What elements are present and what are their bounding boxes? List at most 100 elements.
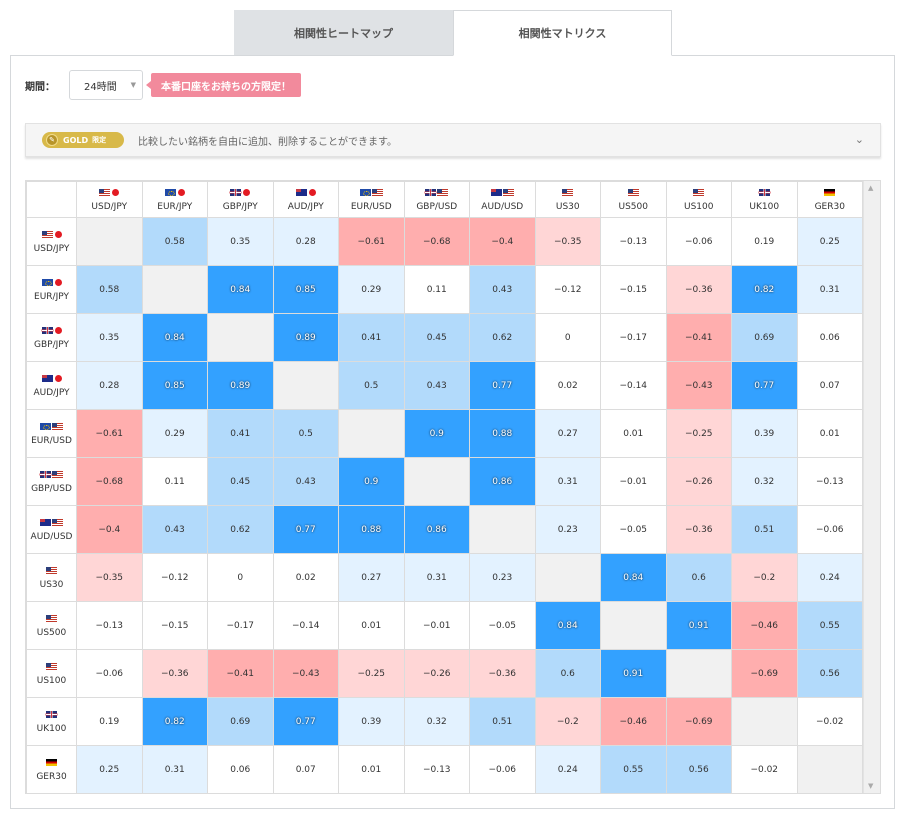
correlation-cell: 0.58 — [141, 217, 208, 266]
correlation-cell: −0.14 — [600, 361, 667, 410]
promo-badge[interactable]: 本番口座をお持ちの方限定！ — [146, 73, 301, 97]
gold-feature-bar[interactable]: ✎ GOLD 限定 比較したい銘柄を自由に追加、削除することができます。 ⌄ — [25, 123, 881, 157]
matrix-panel: 期間： 24時間 ▼ 本番口座をお持ちの方限定！ ✎ GOLD 限定 比較したい… — [10, 55, 895, 809]
diagonal-cell — [272, 361, 339, 410]
correlation-cell: 0.51 — [731, 505, 798, 554]
matrix-row: EUR/USD −0.61 0.29 0.41 0.5 0.9 0.88 0.27 0.01 −0… — [26, 409, 863, 458]
correlation-cell: 0.01 — [796, 409, 863, 458]
correlation-cell: 0.56 — [796, 649, 863, 698]
correlation-cell: −0.05 — [469, 601, 536, 650]
correlation-cell: 0.19 — [731, 217, 798, 266]
row-header-label: US100 — [36, 675, 67, 686]
correlation-cell: 0.23 — [534, 505, 601, 554]
flag-us-icon — [52, 471, 63, 478]
correlation-cell: −0.26 — [403, 649, 470, 698]
correlation-cell: 0.29 — [338, 265, 405, 314]
row-header-label: USD/JPY — [33, 243, 70, 254]
correlation-cell: 0.85 — [141, 361, 208, 410]
flag-group — [824, 188, 836, 198]
flag-group — [46, 662, 57, 672]
flag-au-icon — [490, 189, 502, 196]
correlation-cell: 0.84 — [207, 265, 274, 314]
row-header-label: UK100 — [36, 723, 67, 734]
correlation-cell: 0.88 — [338, 505, 405, 554]
correlation-cell: 0.45 — [207, 457, 274, 506]
flag-us-icon — [562, 189, 574, 196]
correlation-cell: 0.6 — [665, 553, 732, 602]
correlation-cell: 0.6 — [534, 649, 601, 698]
gold-coin-icon: ✎ — [46, 134, 58, 146]
flag-de-icon — [46, 759, 57, 766]
correlation-cell: 0.39 — [731, 409, 798, 458]
scroll-up-icon[interactable]: ▲ — [868, 184, 874, 192]
correlation-cell: 0.01 — [338, 601, 405, 650]
scroll-down-icon[interactable]: ▼ — [868, 782, 874, 790]
correlation-cell: −0.13 — [403, 745, 470, 793]
flag-group — [40, 518, 63, 528]
vertical-scrollbar[interactable]: ▲ ▼ — [863, 181, 880, 793]
column-header-label: GBP/JPY — [222, 201, 258, 212]
correlation-cell: 0.77 — [272, 697, 339, 746]
correlation-cell: 0.35 — [207, 217, 274, 266]
tab-correlation-heatmap[interactable]: 相関性ヒートマップ — [234, 10, 453, 55]
column-header: US30 — [534, 181, 601, 218]
correlation-cell: 0.43 — [141, 505, 208, 554]
tab-correlation-matrix[interactable]: 相関性マトリクス — [453, 10, 672, 56]
column-header: UK100 — [731, 181, 798, 218]
correlation-cell: 0.39 — [338, 697, 405, 746]
correlation-cell: 0.41 — [338, 313, 405, 362]
diagonal-cell — [600, 601, 667, 650]
matrix-body: USD/JPY 0.58 0.35 0.28 −0.61 −0.68 −0.4 −0.35 −0… — [26, 217, 863, 793]
row-header-label: AUD/JPY — [33, 387, 70, 398]
correlation-cell: −0.17 — [207, 601, 274, 650]
correlation-cell: 0.24 — [534, 745, 601, 793]
flag-us-icon — [52, 423, 63, 430]
column-header-label: US500 — [618, 201, 648, 212]
correlation-cell: 0.01 — [338, 745, 405, 793]
matrix-row: GBP/JPY 0.35 0.84 0.89 0.41 0.45 0.62 0 −0.17 −0.… — [26, 313, 863, 362]
correlation-cell: 0.56 — [665, 745, 732, 793]
flag-group — [295, 188, 316, 198]
caret-down-icon: ▼ — [130, 81, 136, 89]
column-header: USD/JPY — [76, 181, 143, 218]
flag-group — [40, 470, 63, 480]
correlation-cell: 0.06 — [207, 745, 274, 793]
correlation-table-wrap[interactable]: USD/JPY EUR/JPY GBP/JPY AUD/JPY EUR/USD GBP/U… — [25, 180, 881, 794]
row-header: UK100 — [26, 697, 77, 746]
row-header: GBP/JPY — [26, 313, 77, 362]
correlation-cell: 0 — [534, 313, 601, 362]
flag-us-icon — [437, 189, 449, 196]
correlation-cell: 0.85 — [272, 265, 339, 314]
flag-us-icon — [52, 519, 63, 526]
flag-au-icon — [40, 519, 51, 526]
correlation-cell: −0.13 — [600, 217, 667, 266]
row-header-label: GER30 — [36, 771, 67, 782]
matrix-row: GER30 0.25 0.31 0.06 0.07 0.01 −0.13 −0.06 0.24 0… — [26, 745, 863, 793]
diagonal-cell — [796, 745, 863, 793]
flag-gb-icon — [46, 711, 57, 718]
period-select[interactable]: 24時間 ▼ — [69, 70, 143, 100]
correlation-cell: 0.82 — [731, 265, 798, 314]
column-header: GBP/USD — [403, 181, 470, 218]
correlation-cell: −0.36 — [665, 265, 732, 314]
row-header: USD/JPY — [26, 217, 77, 266]
flag-jp-icon — [54, 375, 62, 382]
flag-jp-icon — [177, 189, 185, 196]
flag-group — [164, 188, 185, 198]
flag-jp-icon — [243, 189, 251, 196]
correlation-cell: 0.84 — [600, 553, 667, 602]
diagonal-cell — [76, 217, 143, 266]
matrix-row: AUD/USD −0.4 0.43 0.62 0.77 0.88 0.86 0.23 −0.05… — [26, 505, 863, 554]
row-header: EUR/JPY — [26, 265, 77, 314]
chevron-down-icon[interactable]: ⌄ — [854, 133, 864, 146]
diagonal-cell — [403, 457, 470, 506]
column-header-label: AUD/USD — [481, 201, 524, 212]
correlation-cell: 0.28 — [272, 217, 339, 266]
correlation-cell: 0.19 — [76, 697, 143, 746]
correlation-cell: 0.41 — [207, 409, 274, 458]
row-header-label: EUR/USD — [31, 435, 72, 446]
diagonal-cell — [534, 553, 601, 602]
period-selected-value: 24時間 — [84, 81, 117, 93]
flag-us-icon — [46, 663, 57, 670]
flag-eu-icon — [359, 189, 371, 196]
